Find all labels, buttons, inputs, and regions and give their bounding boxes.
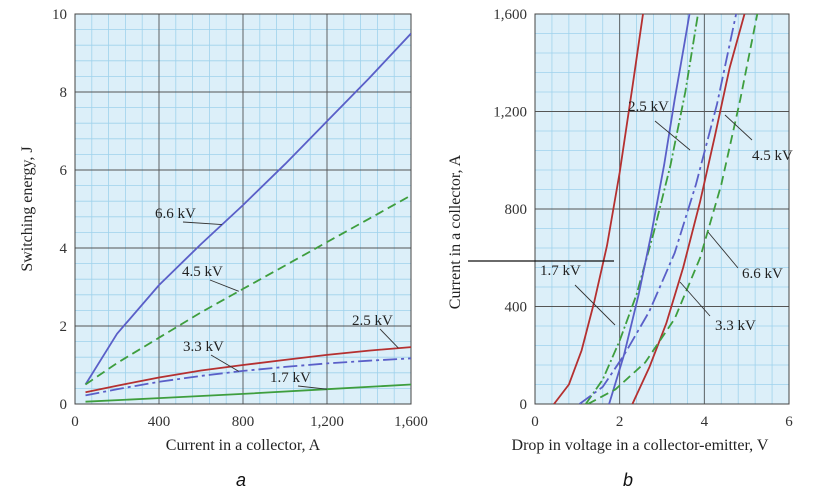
series-line-3 — [578, 14, 737, 404]
y-tick-label: 800 — [505, 202, 528, 218]
chart-b-grid — [534, 13, 790, 405]
x-tick-label: 1,600 — [394, 414, 428, 430]
series-line-3 — [85, 346, 411, 394]
y-tick-label: 10 — [52, 7, 67, 23]
series-line-2 — [84, 194, 411, 386]
x-tick-label: 400 — [148, 414, 171, 430]
y-tick-label: 1,200 — [493, 105, 527, 121]
x-tick-label: 1,200 — [310, 414, 344, 430]
annotation-leader — [574, 284, 616, 326]
y-tick-label: 4 — [60, 241, 68, 257]
annotation-leader — [724, 114, 753, 141]
annotation-label: 3.3 kV — [183, 339, 224, 355]
annotation-label: 1.7 kV — [540, 263, 581, 279]
chart-b-panel-letter: b — [623, 470, 633, 490]
chart-b-annotations: 2.5 kV 4.5 kV 1.7 kV 6.6 kV 3.3 kV — [540, 99, 793, 334]
chart-a-annotations: 6.6 kV 4.5 kV 2.5 kV 3.3 kV 1.7 kV — [155, 206, 399, 390]
chart-a-x-axis-label: Current in a collector, A — [166, 437, 321, 454]
annotation-leader — [707, 231, 739, 269]
annotation-leader — [379, 328, 399, 349]
annotation-label: 4.5 kV — [182, 264, 223, 280]
plot-frame — [534, 13, 790, 405]
annotation-label: 6.6 kV — [742, 266, 783, 282]
y-tick-label: 2 — [60, 319, 68, 335]
annotation-leader — [297, 385, 328, 390]
annotation-label: 1.7 kV — [270, 370, 311, 386]
chart-b-series — [553, 14, 759, 404]
chart-a-ticks: 0 400 800 1,200 1,600 0 2 4 6 8 10 — [52, 7, 428, 430]
y-tick-label: 6 — [60, 163, 68, 179]
x-tick-label: 4 — [701, 414, 709, 430]
series-line-5 — [631, 14, 746, 404]
y-tick-label: 0 — [520, 397, 528, 413]
chart-a: 6.6 kV 4.5 kV 2.5 kV 3.3 kV 1.7 kV 0 400 800 1,… — [19, 7, 428, 490]
annotation-label: 4.5 kV — [752, 148, 793, 164]
series-line-6 — [587, 14, 759, 404]
annotation-leader — [209, 279, 239, 292]
annotation-label: 2.5 kV — [628, 99, 669, 115]
chart-a-y-axis-label: Switching energy, J — [19, 146, 36, 271]
chart-b-ticks: 0 2 4 6 0 400 800 1,200 1,600 — [493, 7, 793, 430]
x-tick-label: 2 — [616, 414, 624, 430]
series-line-4 — [85, 357, 411, 397]
annotation-leader — [654, 120, 691, 151]
chart-a-panel-letter: a — [236, 470, 246, 490]
annotation-label: 6.6 kV — [155, 206, 196, 222]
annotation-label: 3.3 kV — [715, 318, 756, 334]
annotation-leader — [210, 354, 240, 372]
y-tick-label: 400 — [505, 300, 528, 316]
y-tick-label: 8 — [60, 85, 68, 101]
chart-a-series — [84, 32, 411, 403]
chart-b-x-axis-label: Drop in voltage in a collector-emitter, … — [512, 437, 769, 454]
series-line-5 — [85, 383, 411, 403]
chart-a-grid — [74, 13, 412, 405]
annotation-leader — [679, 281, 711, 317]
x-tick-label: 0 — [531, 414, 539, 430]
series-line-1 — [84, 32, 411, 385]
x-tick-label: 0 — [71, 414, 79, 430]
x-tick-label: 800 — [232, 414, 255, 430]
x-tick-label: 6 — [785, 414, 793, 430]
annotation-label: 2.5 kV — [352, 313, 393, 329]
chart-b: 2.5 kV 4.5 kV 1.7 kV 6.6 kV 3.3 kV 0 2 4 6 0 400 8… — [447, 7, 793, 490]
y-tick-label: 1,600 — [493, 7, 527, 23]
annotation-leader — [182, 221, 223, 226]
y-tick-label: 0 — [60, 397, 68, 413]
chart-b-y-axis-label: Current in a collector, A — [447, 154, 464, 309]
series-line-4 — [608, 14, 691, 404]
plot-frame — [74, 13, 412, 405]
series-line-1 — [553, 14, 644, 404]
